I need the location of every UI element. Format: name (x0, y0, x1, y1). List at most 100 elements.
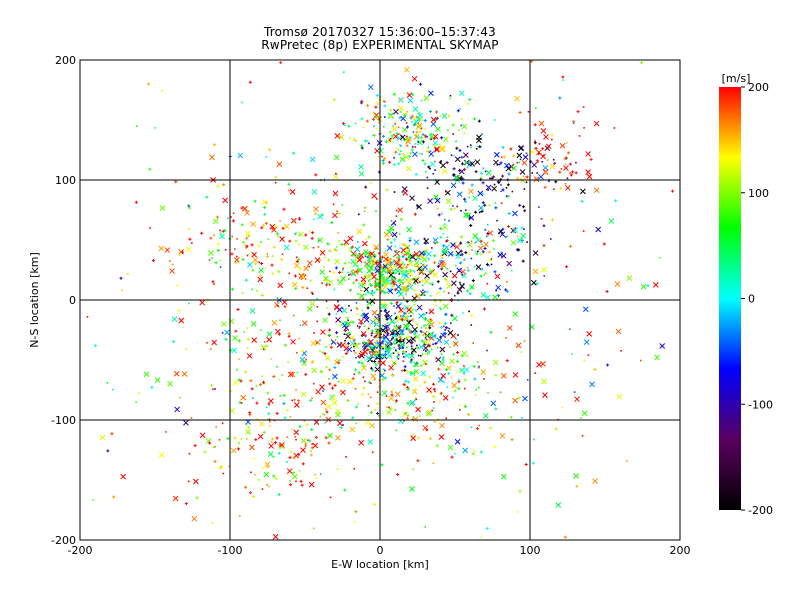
data-point (210, 383, 214, 387)
data-point (325, 346, 328, 348)
data-point (258, 261, 260, 264)
data-point (485, 235, 488, 238)
data-point (363, 210, 366, 212)
data-point (646, 284, 650, 288)
data-point (338, 134, 345, 141)
data-point (429, 225, 432, 228)
data-point (383, 256, 389, 263)
data-point (442, 232, 445, 235)
data-point (355, 356, 357, 359)
data-point (385, 395, 388, 397)
data-point (290, 338, 296, 345)
data-point (409, 151, 413, 155)
data-point (583, 126, 585, 129)
data-point (309, 156, 316, 163)
data-point (512, 154, 516, 158)
data-point (335, 317, 341, 323)
data-point (350, 288, 352, 291)
data-point (232, 335, 238, 341)
data-point (433, 261, 437, 265)
data-point (302, 276, 306, 280)
data-point (363, 316, 370, 323)
data-point (223, 229, 227, 233)
y-tick-label: -200 (51, 534, 76, 547)
data-point (351, 377, 355, 381)
data-point (614, 281, 621, 287)
data-point (382, 347, 384, 350)
data-point (520, 226, 524, 230)
data-point (654, 354, 660, 361)
data-point (414, 265, 416, 268)
data-point (369, 422, 376, 429)
data-point (298, 267, 302, 271)
data-point (359, 267, 361, 270)
data-point (406, 370, 410, 374)
data-point (484, 170, 487, 173)
data-point (359, 325, 361, 328)
data-point (406, 346, 408, 349)
data-point (456, 267, 463, 274)
data-point (409, 116, 413, 120)
x-tick-label: -200 (68, 544, 93, 557)
data-point (373, 352, 380, 359)
data-point (411, 352, 413, 355)
data-point (580, 188, 586, 195)
data-point (258, 478, 260, 481)
data-point (463, 365, 465, 367)
data-point (407, 254, 411, 258)
data-point (354, 122, 357, 125)
data-point (376, 340, 378, 342)
data-point (426, 187, 429, 189)
data-point (258, 383, 262, 387)
data-point (343, 261, 347, 265)
data-point (315, 388, 322, 395)
data-point (521, 159, 528, 166)
data-point (412, 416, 419, 422)
data-point (449, 241, 452, 244)
data-point (427, 257, 431, 261)
data-point (293, 274, 297, 278)
data-point (309, 300, 316, 307)
data-point (349, 137, 352, 139)
data-point (261, 375, 264, 377)
data-point (419, 330, 422, 332)
data-point (561, 75, 565, 79)
data-point (459, 260, 463, 264)
data-point (382, 368, 385, 371)
data-point (378, 415, 380, 417)
data-point (174, 406, 180, 413)
data-point (592, 478, 598, 484)
data-point (521, 259, 525, 263)
data-point (428, 270, 432, 274)
data-point (188, 452, 191, 455)
data-point (442, 224, 448, 231)
data-point (468, 98, 472, 102)
data-point (580, 199, 584, 203)
data-point (337, 212, 341, 216)
data-point (490, 258, 493, 260)
data-point (614, 199, 618, 203)
data-point (518, 161, 521, 164)
data-point (366, 342, 369, 345)
data-point (370, 329, 374, 333)
data-point (506, 183, 510, 187)
data-point (213, 283, 215, 285)
data-point (453, 207, 456, 210)
data-point (400, 332, 404, 336)
data-point (422, 359, 428, 366)
data-point (279, 319, 281, 322)
data-point (370, 382, 372, 385)
data-point (431, 409, 434, 412)
data-point (374, 335, 377, 337)
data-point (239, 379, 243, 383)
data-point (442, 356, 446, 360)
data-point (440, 160, 443, 162)
data-point (329, 270, 331, 273)
data-point (366, 140, 369, 142)
data-point (463, 404, 467, 408)
data-point (589, 158, 593, 162)
data-point (553, 188, 555, 190)
data-point (366, 301, 369, 303)
data-point (397, 255, 401, 259)
data-point (458, 148, 462, 152)
